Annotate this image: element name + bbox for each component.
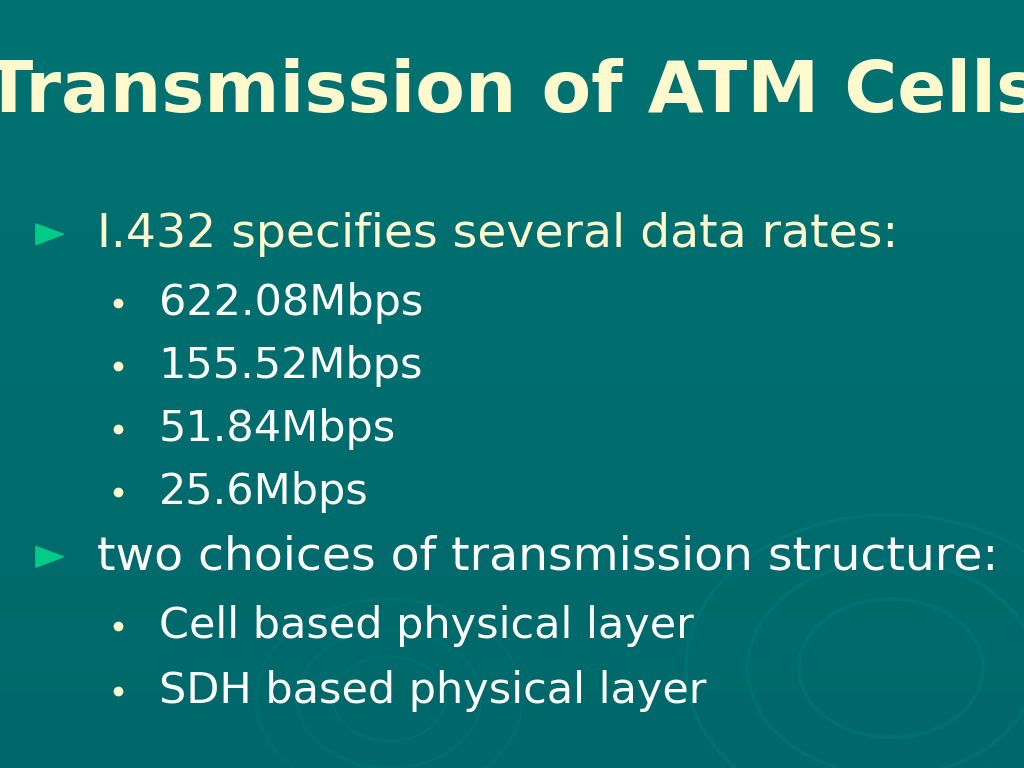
Polygon shape (36, 547, 63, 567)
Text: Cell based physical layer: Cell based physical layer (159, 605, 693, 647)
Text: 155.52Mbps: 155.52Mbps (159, 346, 423, 387)
Text: SDH based physical layer: SDH based physical layer (159, 670, 707, 712)
Polygon shape (36, 224, 63, 244)
Text: 622.08Mbps: 622.08Mbps (159, 283, 423, 324)
Text: 25.6Mbps: 25.6Mbps (159, 472, 369, 513)
Text: two choices of transmission structure:: two choices of transmission structure: (97, 535, 998, 579)
Text: I.432 specifies several data rates:: I.432 specifies several data rates: (97, 212, 898, 257)
Text: Transmission of ATM Cells: Transmission of ATM Cells (0, 58, 1024, 127)
Text: 51.84Mbps: 51.84Mbps (159, 409, 396, 450)
